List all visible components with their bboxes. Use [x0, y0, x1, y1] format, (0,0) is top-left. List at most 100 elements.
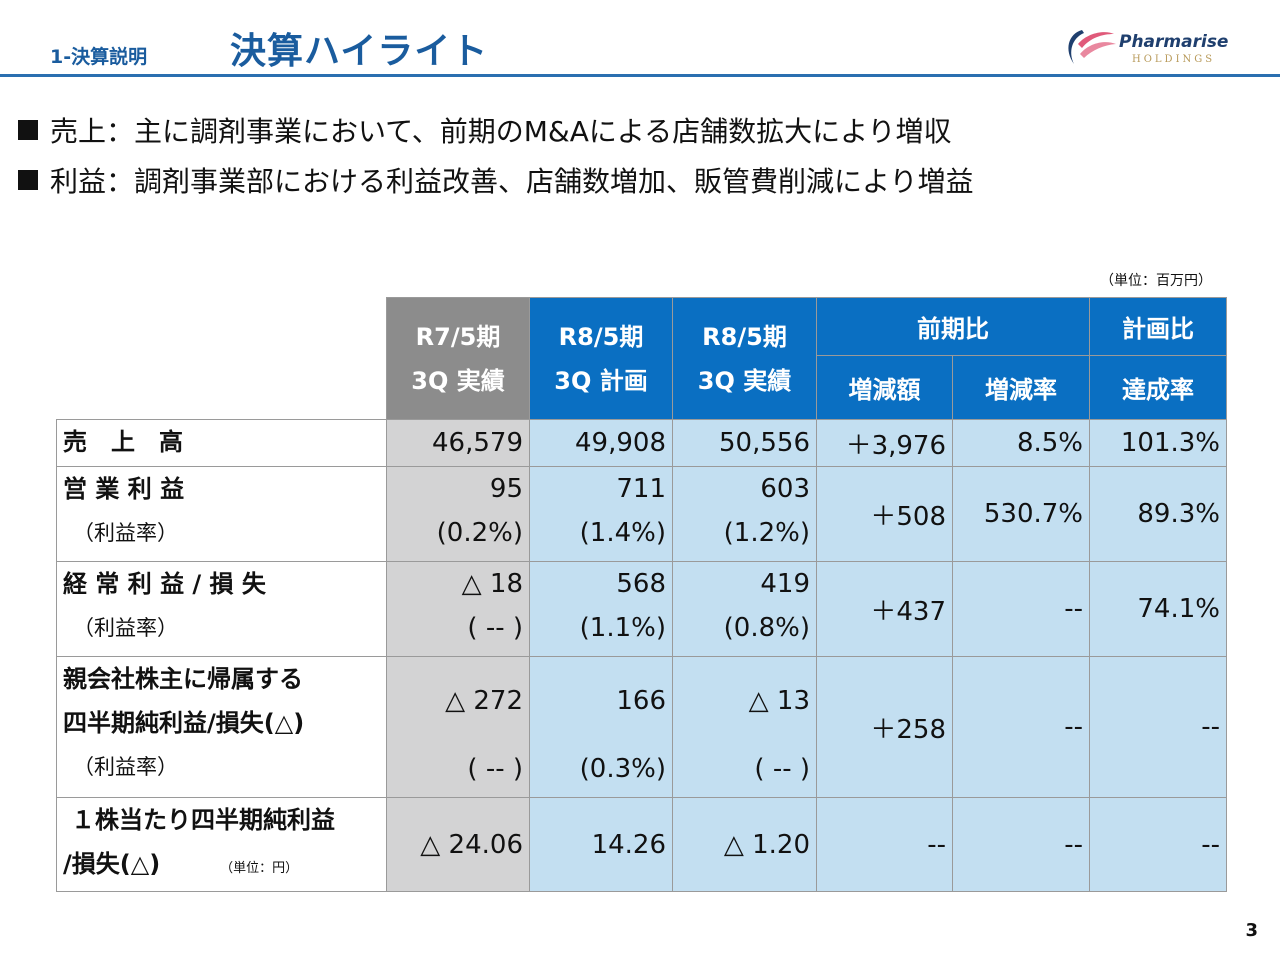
cell-yoy-rate: -- [952, 797, 1090, 892]
row-label: 経 常 利 益 / 損 失 （利益率） [56, 561, 387, 657]
cell-rate: (1.1%) [579, 613, 666, 643]
table-row-eps: １株当たり四半期純利益 /損失(△) （単位：円） △ 24.06 14.26 △… [56, 797, 1227, 892]
cell-yoy-change: ＋3,976 [816, 419, 953, 467]
row-label: 営 業 利 益 （利益率） [56, 466, 387, 562]
cell-yoy-change: ＋437 [816, 561, 953, 657]
cell-yoy-change: ＋508 [816, 466, 953, 562]
col-header-r7-actual: R7/5期 3Q 実績 [386, 297, 530, 420]
col-header-yoy-rate: 増減率 [952, 355, 1090, 420]
cell-r7-actual: △ 272 ( -- ) [386, 656, 530, 798]
cell-rate: (0.3%) [579, 754, 666, 784]
col-header-line: 3Q 計画 [554, 366, 648, 395]
unit-note: （単位：百万円） [1100, 273, 1212, 289]
row-label-main: 親会社株主に帰属する [63, 665, 303, 693]
row-label-sub: （利益率） [73, 521, 178, 545]
cell-value: 166 [616, 686, 666, 716]
col-header-line: R7/5期 [415, 322, 501, 351]
cell-r8-plan: 166 (0.3%) [529, 656, 673, 798]
table-row-ordinary-profit: 経 常 利 益 / 損 失 （利益率） △ 18 ( -- ) 568 (1.1… [56, 561, 1227, 657]
row-label-sub: （利益率） [73, 616, 178, 640]
cell-achievement: 74.1% [1089, 561, 1227, 657]
col-header-line: R8/5期 [702, 322, 787, 351]
col-header-r8-plan: R8/5期 3Q 計画 [529, 297, 673, 420]
table-corner [57, 298, 387, 420]
cell-r8-actual: 603 (1.2%) [672, 466, 817, 562]
header-divider [0, 74, 1280, 77]
cell-achievement: 89.3% [1089, 466, 1227, 562]
cell-r7-actual: △ 24.06 [386, 797, 530, 892]
row-label-main: １株当たり四半期純利益 [71, 806, 335, 834]
row-label-main: 四半期純利益/損失(△) [63, 709, 305, 737]
cell-value: △ 18 [461, 569, 523, 599]
row-label-main: /損失(△) [63, 850, 161, 878]
cell-r8-plan: 49,908 [529, 419, 673, 467]
cell-value: 95 [489, 474, 523, 504]
bullet-text: 売上：主に調剤事業において、前期のM&Aによる店舗数拡大により増収 [50, 115, 952, 148]
row-label-sub: （利益率） [73, 755, 178, 779]
company-logo: Pharmarise HOLDINGS [1062, 24, 1232, 70]
cell-r8-plan: 14.26 [529, 797, 673, 892]
slide-header: 1-決算説明 決算ハイライト Pharmarise HOLDINGS [0, 0, 1280, 78]
page-number: 3 [1245, 920, 1258, 941]
row-label: 売 上 高 [56, 419, 387, 467]
table-row-operating-profit: 営 業 利 益 （利益率） 95 (0.2%) 711 (1.4%) 603 (… [56, 466, 1227, 562]
col-group-yoy: 前期比 [816, 297, 1090, 356]
col-header-achievement: 達成率 [1089, 355, 1227, 420]
row-label: １株当たり四半期純利益 /損失(△) （単位：円） [56, 797, 387, 892]
cell-value: 711 [616, 474, 666, 504]
row-label: 親会社株主に帰属する 四半期純利益/損失(△) （利益率） [56, 656, 387, 798]
cell-rate: (0.8%) [723, 613, 810, 643]
row-label-main: 経 常 利 益 / 損 失 [63, 570, 266, 598]
col-header-yoy-change: 増減額 [816, 355, 953, 420]
cell-value: 603 [760, 474, 810, 504]
col-header-r8-actual: R8/5期 3Q 実績 [672, 297, 817, 420]
cell-achievement: 101.3% [1089, 419, 1227, 467]
table-row-sales: 売 上 高 46,579 49,908 50,556 ＋3,976 8.5% 1… [56, 419, 1227, 467]
cell-r8-actual: △ 1.20 [672, 797, 817, 892]
cell-rate: (1.2%) [723, 518, 810, 548]
cell-r8-actual: 50,556 [672, 419, 817, 467]
cell-yoy-change: ＋258 [816, 656, 953, 798]
col-header-line: 3Q 実績 [411, 366, 505, 395]
cell-r7-actual: △ 18 ( -- ) [386, 561, 530, 657]
cell-r8-actual: 419 (0.8%) [672, 561, 817, 657]
row-label-main: 営 業 利 益 [63, 475, 185, 503]
cell-value: △ 13 [748, 686, 810, 716]
cell-yoy-change: -- [816, 797, 953, 892]
cell-rate: (1.4%) [579, 518, 666, 548]
cell-achievement: -- [1089, 797, 1227, 892]
logo-name: Pharmarise [1119, 32, 1229, 52]
row-unit-note: （単位：円） [220, 861, 299, 876]
cell-rate: ( -- ) [754, 754, 810, 784]
bullet-square-icon [18, 170, 38, 190]
cell-r7-actual: 46,579 [386, 419, 530, 467]
cell-r8-actual: △ 13 ( -- ) [672, 656, 817, 798]
logo-swoosh-icon [1068, 30, 1116, 64]
cell-yoy-rate: -- [952, 656, 1090, 798]
cell-yoy-rate: 8.5% [952, 419, 1090, 467]
row-label-line2: /損失(△) （単位：円） [63, 842, 380, 891]
bullet-item-profit: 利益：調剤事業部における利益改善、店舗数増加、販管費削減により増益 [18, 158, 973, 202]
section-label: 1-決算説明 [50, 46, 148, 68]
summary-bullets: 売上：主に調剤事業において、前期のM&Aによる店舗数拡大により増収 利益：調剤事… [18, 108, 973, 208]
bullet-square-icon [18, 120, 38, 140]
bullet-text: 利益：調剤事業部における利益改善、店舗数増加、販管費削減により増益 [50, 165, 974, 198]
logo-subtitle: HOLDINGS [1132, 54, 1216, 65]
cell-r8-plan: 711 (1.4%) [529, 466, 673, 562]
bullet-item-sales: 売上：主に調剤事業において、前期のM&Aによる店舗数拡大により増収 [18, 108, 973, 152]
row-label-main: 売 上 高 [63, 428, 183, 456]
cell-value: 568 [616, 569, 666, 599]
cell-value: △ 272 [445, 686, 523, 716]
cell-achievement: -- [1089, 656, 1227, 798]
cell-rate: (0.2%) [436, 518, 523, 548]
results-table: R7/5期 3Q 実績 R8/5期 3Q 計画 R8/5期 3Q 実績 前期比 … [56, 297, 1227, 892]
cell-yoy-rate: 530.7% [952, 466, 1090, 562]
col-group-plan: 計画比 [1089, 297, 1227, 356]
cell-value: 419 [760, 569, 810, 599]
cell-r7-actual: 95 (0.2%) [386, 466, 530, 562]
table-row-net-income: 親会社株主に帰属する 四半期純利益/損失(△) （利益率） △ 272 ( --… [56, 656, 1227, 798]
col-header-line: R8/5期 [558, 322, 644, 351]
cell-r8-plan: 568 (1.1%) [529, 561, 673, 657]
col-header-line: 3Q 実績 [697, 366, 792, 395]
page-title: 決算ハイライト [230, 31, 489, 72]
